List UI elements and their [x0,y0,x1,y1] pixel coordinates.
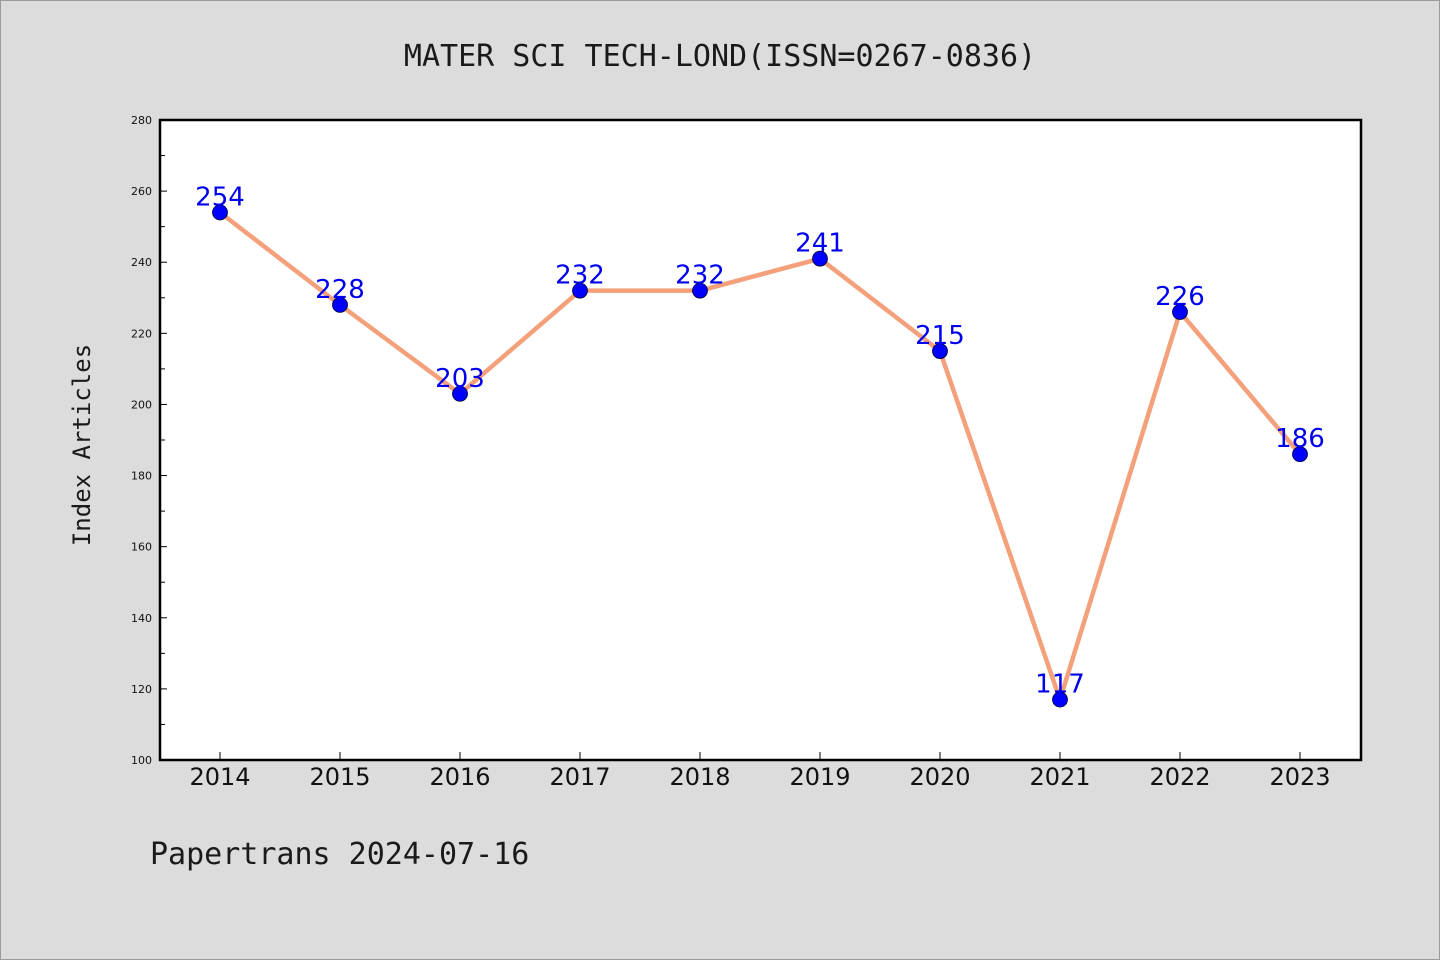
data-point [332,296,348,313]
chart-title: MATER SCI TECH-LOND(ISSN=0267-0836) [404,39,1036,74]
data-label: 232 [555,261,605,291]
data-label: 117 [1035,670,1085,700]
y-tick-label: 280 [131,114,152,127]
data-label: 228 [315,275,365,305]
data-point [452,385,468,402]
footer-credit: Papertrans 2024-07-16 [150,837,529,872]
x-tick-label: 2023 [1269,763,1330,791]
y-tick-label: 200 [131,398,152,411]
data-label: 186 [1275,424,1325,454]
data-point [812,250,828,267]
x-axis: 2014 2015 2016 2017 2018 2019 2020 2021 2022 2023 [189,752,1331,791]
data-markers [212,204,1308,708]
y-tick-label: 260 [131,185,152,198]
series-line-group [217,210,1303,702]
y-tick-label: 100 [131,754,152,767]
x-tick-label: 2019 [789,763,850,791]
series-line [217,210,1303,702]
y-tick-label: 120 [131,683,152,696]
x-tick-label: 2022 [1149,763,1210,791]
data-point [1172,304,1188,320]
y-axis: 100 120 140 160 180 200 220 240 260 280 [131,114,167,767]
y-tick-label: 220 [131,327,152,340]
y-tick-label: 240 [131,256,152,269]
data-label: 241 [795,229,845,259]
data-labels: 254 228 203 232 232 241 215 117 226 186 [195,182,1325,699]
data-point [212,204,228,221]
data-label: 232 [675,261,725,291]
data-point [932,343,948,360]
y-tick-label: 160 [131,541,152,554]
data-point [1292,446,1308,463]
x-tick-label: 2020 [909,763,970,791]
data-label: 215 [915,321,965,351]
data-point [1052,691,1068,708]
x-tick-label: 2014 [189,763,250,791]
plot-area [158,118,1363,762]
x-tick-label: 2015 [309,763,370,791]
data-point [572,282,588,299]
x-tick-label: 2021 [1029,763,1090,791]
x-tick-label: 2017 [549,763,610,791]
data-point [692,282,708,299]
y-axis-label: Index Articles [68,344,96,546]
x-tick-label: 2018 [669,763,730,791]
y-tick-label: 140 [131,612,152,625]
y-tick-label: 180 [131,470,152,483]
data-label: 254 [195,182,245,212]
data-label: 226 [1155,282,1205,312]
x-tick-label: 2016 [429,763,490,791]
data-label: 203 [435,364,485,394]
